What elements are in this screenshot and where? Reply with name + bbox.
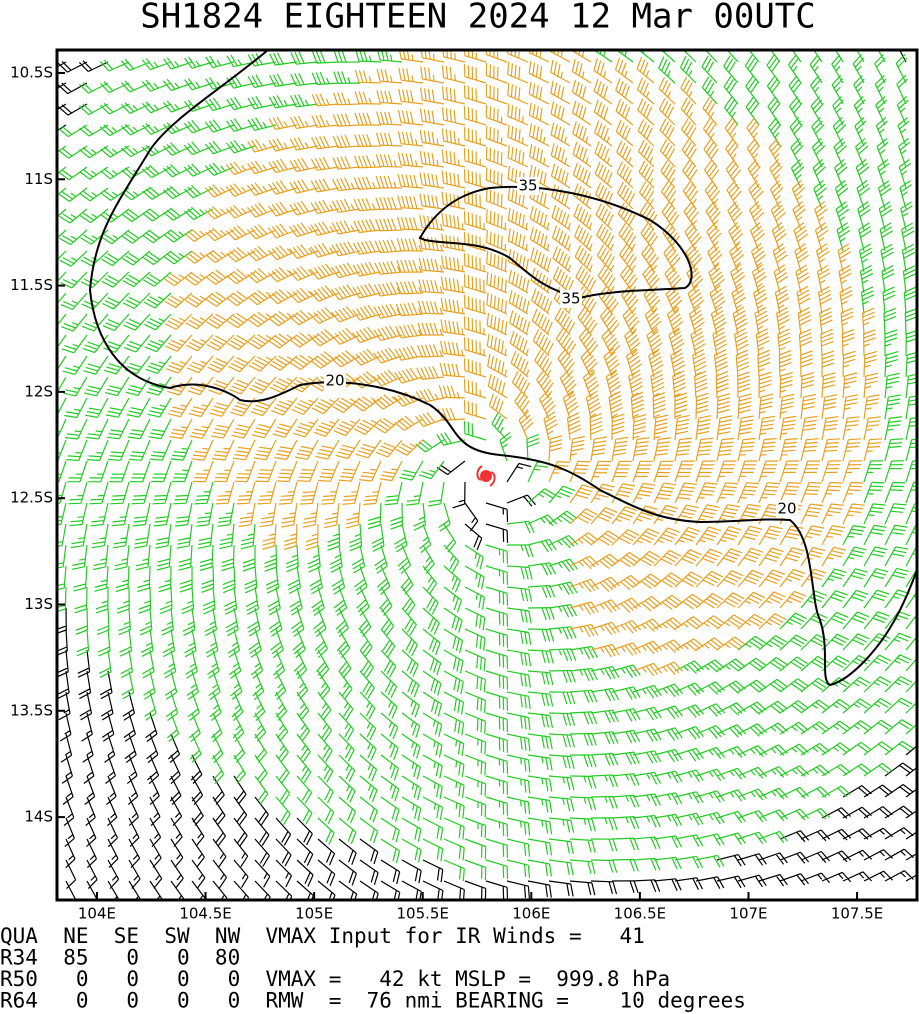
center-symbol bbox=[476, 465, 483, 481]
contour-label: 20 bbox=[325, 372, 344, 390]
contour-label-bg bbox=[560, 290, 582, 308]
y-tick-label: 11.5S bbox=[10, 276, 53, 294]
footer-line: R64 0 0 0 0 RMW = 76 nmi BEARING = 10 de… bbox=[0, 989, 746, 1013]
y-tick-label: 10.5S bbox=[10, 63, 53, 81]
contour-label: 35 bbox=[518, 177, 537, 195]
contour-label: 20 bbox=[777, 500, 796, 518]
wind-barbs bbox=[57, 50, 917, 900]
contour-label: 35 bbox=[561, 290, 580, 308]
y-tick-label: 13.5S bbox=[10, 701, 53, 719]
contour-label-bg bbox=[776, 500, 798, 518]
barbs-storm bbox=[163, 50, 883, 677]
y-tick-label: 11S bbox=[24, 170, 53, 188]
footer-line: QUA NE SE SW NW VMAX Input for IR Winds … bbox=[0, 924, 645, 948]
x-tick-label: 106E bbox=[512, 905, 550, 923]
x-tick-label: 105.5E bbox=[397, 905, 449, 923]
x-tick-label: 106.5E bbox=[614, 905, 666, 923]
contours bbox=[88, 50, 917, 687]
title: SH1824 EIGHTEEN 2024 12 Mar 00UTC bbox=[140, 0, 816, 37]
contour-label-bg bbox=[517, 177, 539, 195]
frame bbox=[55, 48, 919, 902]
barbs-calm bbox=[57, 50, 917, 900]
y-tick-label: 12.5S bbox=[10, 489, 53, 507]
center-dot bbox=[480, 470, 492, 482]
footer-line: R34 85 0 0 80 bbox=[0, 946, 240, 970]
barbs-gale bbox=[57, 50, 917, 882]
contour-20 bbox=[88, 50, 917, 687]
y-tick-label: 14S bbox=[24, 808, 53, 826]
x-tick-label: 104.5E bbox=[179, 905, 231, 923]
y-tick-label: 13S bbox=[24, 595, 53, 613]
y-tick-label: 12S bbox=[24, 382, 53, 400]
x-tick-label: 105E bbox=[295, 905, 333, 923]
x-tick-label: 107E bbox=[729, 905, 767, 923]
x-tick-label: 107.5E bbox=[831, 905, 883, 923]
contour-label-bg bbox=[324, 372, 346, 390]
x-tick-label: 104E bbox=[78, 905, 116, 923]
center-symbol bbox=[489, 471, 496, 487]
storm-center bbox=[476, 465, 496, 487]
footer-line: R50 0 0 0 0 VMAX = 42 kt MSLP = 999.8 hP… bbox=[0, 967, 670, 991]
contour-35 bbox=[418, 185, 693, 300]
